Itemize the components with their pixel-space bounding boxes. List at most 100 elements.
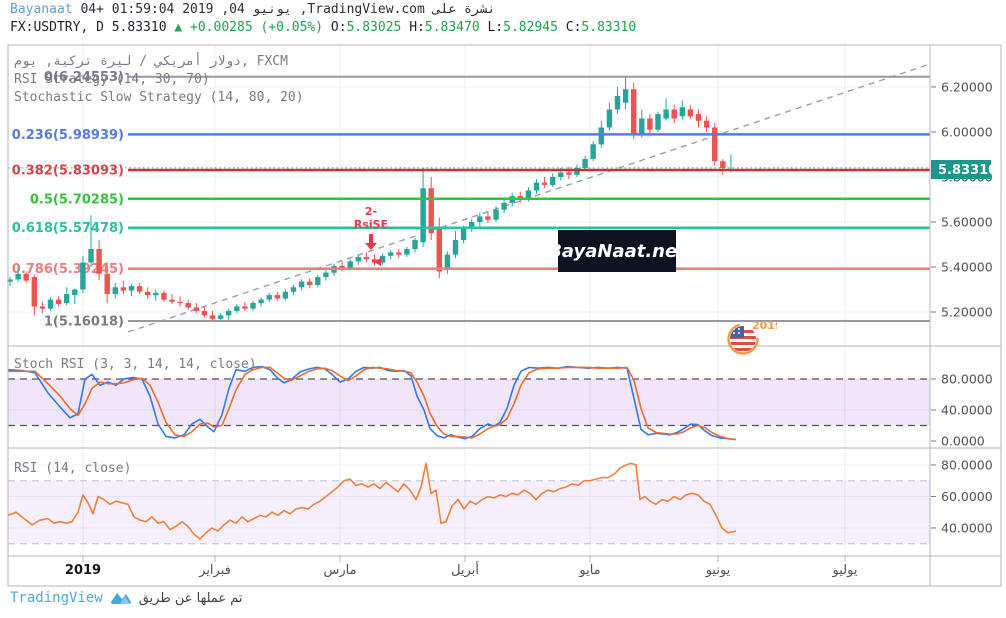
candle-body <box>614 96 621 110</box>
candle-body <box>631 89 637 135</box>
ohlc-value: 5.83025 <box>346 20 402 35</box>
candle-body <box>412 240 418 249</box>
candle-body <box>64 294 70 303</box>
short-signal-arrow <box>365 234 377 250</box>
candle-body <box>550 177 556 185</box>
candle-body <box>193 307 199 311</box>
candle-body <box>145 291 151 296</box>
candle-body <box>363 256 370 260</box>
candle-body <box>477 216 483 222</box>
candle-body <box>679 107 685 117</box>
time-axis-label[interactable]: فبراير <box>199 563 231 578</box>
rsi-band <box>8 480 930 544</box>
candle-body <box>185 303 191 308</box>
fib-lines[interactable] <box>128 75 930 322</box>
price-tick-label: 5.60000 <box>941 215 993 230</box>
rsi-strategy-legend[interactable]: RSI Strategy (14, 30, 70) <box>14 72 210 87</box>
candle-body <box>15 273 21 280</box>
candle-body <box>598 127 604 145</box>
ohlc-value: 5.83310 <box>581 20 637 35</box>
tradingview-logo-icon <box>110 593 131 604</box>
instrument-legend[interactable]: دولار أمريكي / ليرة تركية, يوم, FXCM <box>14 54 288 69</box>
brand-link[interactable]: Bayanaat <box>10 2 73 17</box>
stoch-rsi-legend[interactable]: Stoch RSI (3, 3, 14, 14, close) <box>14 357 257 372</box>
fib-05-label: 0.5(5.70285) <box>30 192 124 207</box>
candle-body <box>582 159 588 168</box>
candle-body <box>533 182 540 191</box>
candle-body <box>282 291 289 299</box>
last-price-badge-label: 5.83310 <box>938 163 997 178</box>
candle-body <box>39 306 46 309</box>
candle-body <box>274 295 280 299</box>
tradingview-logo-text[interactable]: TradingView <box>10 590 103 606</box>
ohlc-value: 5.82945 <box>503 20 558 35</box>
candle-body <box>226 310 232 316</box>
time-axis-label[interactable]: يوليو <box>832 563 858 578</box>
candle-body <box>574 168 580 175</box>
candle-body <box>469 222 475 229</box>
rsi-tick-label: 80.0000 <box>941 458 993 473</box>
footer-credit: TradingView تم عملها عن طريق <box>10 590 243 606</box>
candle-body <box>217 315 224 319</box>
candle-body <box>444 254 451 270</box>
candle-body <box>161 292 167 300</box>
candle-body <box>671 109 677 119</box>
fib-1-label: 1(5.16018) <box>44 315 124 330</box>
stoch-tick-label: 0.0000 <box>941 434 985 449</box>
ohlc-key: L: <box>479 20 504 35</box>
candle-body <box>23 273 29 281</box>
rsi-line <box>7 462 737 540</box>
signal-line2: RsiSE <box>353 218 389 231</box>
ohlc-key: C: <box>557 20 582 35</box>
candle-body <box>290 287 297 292</box>
stoch-strategy-legend[interactable]: Stochastic Slow Strategy (14, 80, 20) <box>14 90 304 105</box>
candle-body <box>720 161 726 168</box>
stoch-band <box>8 379 930 426</box>
symbol-title[interactable]: FX:USDTRY, D 5.83310 <box>10 20 167 35</box>
candle-body <box>355 256 361 262</box>
strategy-signal-label: 2- RsiSE <box>344 205 398 231</box>
candle-body <box>7 279 13 282</box>
fib-0-label: 0(6.24553) <box>44 70 124 85</box>
ohlc-value: 5.83470 <box>424 20 480 35</box>
rsi-tick-label: 40.0000 <box>941 521 993 536</box>
rsi-legend[interactable]: RSI (14, close) <box>14 461 132 476</box>
candle-body <box>209 315 216 319</box>
candle-body <box>452 240 459 255</box>
candle-body <box>396 252 402 255</box>
price-axis[interactable]: 6.200006.000005.800005.600005.400005.200… <box>931 80 993 536</box>
time-axis-label[interactable]: 2019 <box>64 563 102 578</box>
time-axis[interactable]: 2019 فبراير مارس أبريل مايو يونيو يوليو <box>0 563 1006 583</box>
candle-body <box>242 306 248 309</box>
fib-0618-label: 0.618(5.57478) <box>12 221 124 236</box>
candle-body <box>371 259 378 263</box>
time-axis-label[interactable]: يونيو <box>705 563 731 578</box>
candle-body <box>234 306 240 311</box>
candle-body <box>663 109 669 119</box>
symbol-info-bar: FX:USDTRY, D 5.83310 ▲ +0.00285 (+0.05%)… <box>10 20 636 35</box>
time-axis-label[interactable]: مايو <box>579 563 601 578</box>
candle-body <box>120 287 127 291</box>
time-axis-label[interactable]: أبريل <box>451 563 479 578</box>
horizontal-gridlines <box>8 86 930 529</box>
candle-body <box>687 109 694 117</box>
candle-body <box>266 295 272 300</box>
panel-borders <box>7 44 1002 587</box>
last-price-badge <box>931 160 991 179</box>
candle-body <box>590 144 596 159</box>
candle-body <box>420 188 426 243</box>
publication-header: Bayanaat 04+ 01:59:04 2019 ,04 يونيو ,Tr… <box>10 2 495 17</box>
candle-body <box>136 286 143 292</box>
candle-body <box>315 277 321 285</box>
candle-body <box>201 310 208 316</box>
credit-text: تم عملها عن طريق <box>138 590 243 606</box>
vertical-gridlines <box>82 46 846 556</box>
candle-body <box>493 209 499 220</box>
candle-body <box>428 188 434 234</box>
candle-body <box>485 216 491 220</box>
candle-body <box>606 109 613 128</box>
entry-marker <box>374 258 381 266</box>
time-axis-label[interactable]: مارس <box>323 563 357 578</box>
ohlc-values: O:5.83025 H:5.83470 L:5.82945 C:5.83310 <box>331 20 636 35</box>
